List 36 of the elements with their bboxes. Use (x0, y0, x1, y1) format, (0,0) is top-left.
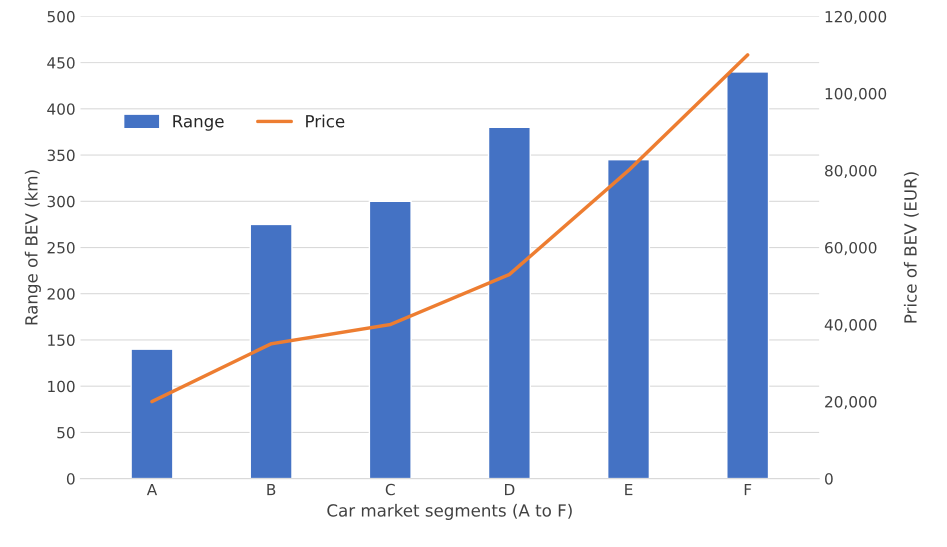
y-tick-label: 250 (48, 242, 75, 254)
bar (250, 224, 293, 479)
y2-tick-label: 100,000 (826, 88, 886, 102)
x-tick-label: C (386, 484, 395, 496)
y2-tick-label: 20,000 (825, 396, 876, 410)
bar (606, 159, 650, 479)
bar (726, 71, 770, 479)
x-tick-label: D (505, 484, 514, 496)
y-tick-label: 0 (66, 473, 75, 485)
y2-tick-label: 40,000 (824, 319, 876, 332)
x-tick-label: A (146, 484, 158, 496)
bar (488, 126, 531, 479)
y2-tick-label: 60,000 (825, 242, 876, 256)
x-tick-label: E (625, 484, 632, 496)
y2-tick-label: 120,000 (826, 10, 886, 24)
y-tick-label: 200 (48, 288, 75, 300)
legend-label: Range (173, 115, 224, 131)
y-tick-label: 450 (47, 57, 75, 69)
bar (130, 348, 174, 479)
y-tick-label: 150 (48, 334, 75, 346)
y-axis-title: Range of BEV (km) (24, 170, 41, 324)
y2-axis-title: Price of BEV (EUR) (904, 172, 919, 323)
x-axis-title: Car market segments (A to F) (327, 504, 572, 520)
line-series (150, 53, 750, 404)
y-tick-label: 500 (48, 10, 75, 22)
y-tick-label: 350 (48, 150, 75, 162)
x-tick-label: F (744, 484, 752, 496)
y-tick-label: 50 (57, 426, 75, 438)
y2-tick-label: 80,000 (825, 164, 876, 178)
y-tick-label: 400 (47, 103, 75, 115)
y-tick-label: 300 (48, 196, 75, 208)
y-tick-label: 100 (48, 380, 75, 392)
legend-label: Price (306, 114, 344, 128)
bar (368, 200, 412, 479)
y2-tick-label: 0 (825, 473, 833, 485)
x-tick-label: B (267, 484, 276, 496)
